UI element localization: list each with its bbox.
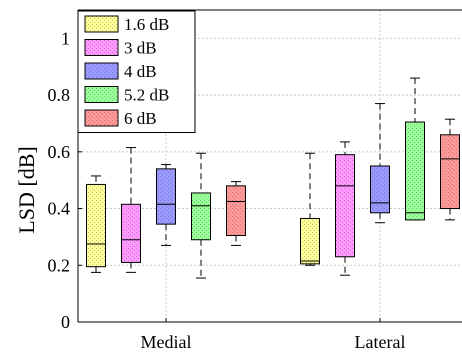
- box: [441, 135, 460, 209]
- box: [157, 169, 176, 224]
- legend-swatch: [85, 87, 118, 103]
- legend-swatch: [85, 16, 118, 32]
- y-tick-label: 1: [61, 28, 70, 48]
- legend-label: 1.6 dB: [124, 15, 169, 34]
- y-tick-label: 0.2: [48, 255, 71, 275]
- y-axis-label: LSD [dB]: [14, 146, 39, 233]
- box: [87, 184, 106, 266]
- box: [406, 122, 425, 220]
- x-tick-label: Lateral: [355, 332, 406, 352]
- box: [301, 218, 320, 263]
- legend-label: 5.2 dB: [124, 86, 169, 105]
- box: [227, 186, 246, 236]
- box: [336, 155, 355, 257]
- y-tick-label: 0.8: [48, 85, 71, 105]
- box: [122, 204, 141, 262]
- legend-label: 4 dB: [124, 62, 157, 81]
- x-tick-label: Medial: [141, 332, 192, 352]
- legend-label: 6 dB: [124, 109, 157, 128]
- y-tick-label: 0.6: [48, 142, 71, 162]
- box: [371, 166, 390, 213]
- y-tick-label: 0: [61, 312, 70, 332]
- legend-label: 3 dB: [124, 39, 157, 58]
- legend-swatch: [85, 63, 118, 79]
- box: [192, 193, 211, 240]
- legend: 1.6 dB 3 dB 4 dB 5.2 dB 6 dB: [78, 11, 195, 133]
- y-tick-label: 0.4: [48, 199, 71, 219]
- legend-swatch: [85, 110, 118, 126]
- legend-swatch: [85, 40, 118, 56]
